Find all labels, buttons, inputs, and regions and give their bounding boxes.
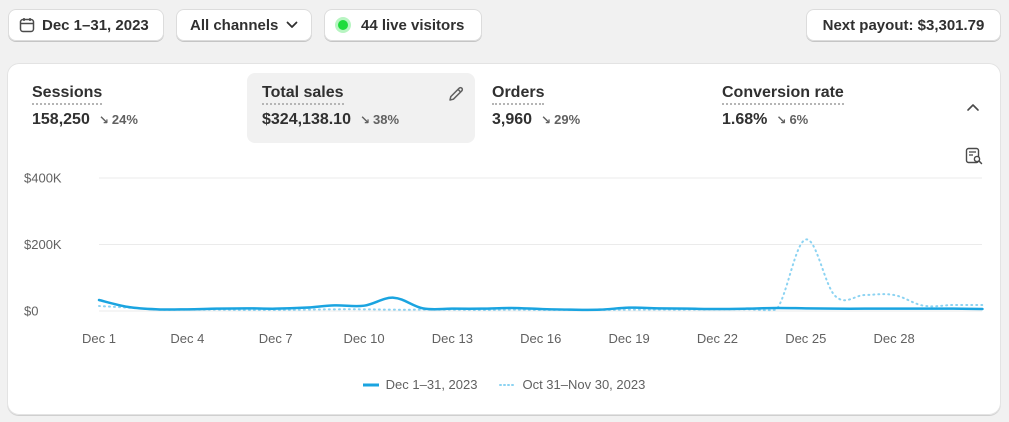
legend-label: Oct 31–Nov 30, 2023 bbox=[522, 377, 646, 392]
x-tick-label: Dec 25 bbox=[785, 331, 826, 346]
metric-value: 1.68% bbox=[722, 111, 768, 128]
x-tick-label: Dec 10 bbox=[343, 331, 384, 346]
metric-change: ↘ 38% bbox=[360, 112, 399, 127]
date-range-label: Dec 1–31, 2023 bbox=[42, 16, 149, 34]
explore-report-icon[interactable] bbox=[965, 147, 983, 165]
sales-chart: $400K $200K $0 Dec 1 Dec 4 Dec 7 Dec 10 Dec 13 D… bbox=[24, 171, 984, 347]
chart-tick-labels: $400K $200K $0 Dec 1 Dec 4 Dec 7 Dec 10 Dec 13 D… bbox=[24, 171, 915, 347]
metric-value: 3,960 bbox=[492, 111, 533, 128]
x-tick-label: Dec 1 bbox=[82, 331, 116, 346]
channels-label: All channels bbox=[190, 16, 279, 34]
metric-title[interactable]: Orders bbox=[492, 83, 545, 105]
metric-change-value: 6% bbox=[789, 112, 809, 127]
calendar-icon bbox=[19, 18, 35, 33]
x-tick-label: Dec 22 bbox=[697, 331, 738, 346]
trend-down-icon: ↘ bbox=[776, 113, 787, 127]
x-tick-label: Dec 4 bbox=[170, 331, 204, 346]
legend-item-previous[interactable]: Oct 31–Nov 30, 2023 bbox=[499, 377, 645, 392]
analytics-card: Sessions 158,250 ↘ 24% Total sales $324,1… bbox=[7, 63, 1001, 415]
live-visitors-button[interactable]: 44 live visitors bbox=[324, 9, 482, 41]
metric-change-value: 38% bbox=[373, 112, 400, 127]
live-dot-icon bbox=[338, 20, 348, 30]
legend-solid-swatch bbox=[362, 383, 379, 386]
chevron-down-icon bbox=[286, 21, 298, 28]
legend-label: Dec 1–31, 2023 bbox=[385, 377, 478, 392]
trend-down-icon: ↘ bbox=[541, 113, 552, 127]
chart-gridlines bbox=[99, 177, 982, 312]
live-visitors-label: 44 live visitors bbox=[361, 16, 465, 34]
y-tick-label: $200K bbox=[24, 237, 62, 252]
x-tick-label: Dec 19 bbox=[608, 331, 649, 346]
payout-label: Next payout: $3,301.79 bbox=[822, 16, 985, 34]
next-payout-button[interactable]: Next payout: $3,301.79 bbox=[806, 9, 1001, 41]
trend-down-icon: ↘ bbox=[359, 113, 371, 127]
y-tick-label: $0 bbox=[24, 304, 38, 319]
date-range-picker[interactable]: Dec 1–31, 2023 bbox=[8, 9, 164, 41]
legend-dotted-swatch bbox=[499, 383, 516, 386]
metric-change-value: 29% bbox=[554, 112, 581, 127]
trend-down-icon: ↘ bbox=[98, 113, 109, 127]
metric-change: ↘ 24% bbox=[99, 112, 138, 127]
x-tick-label: Dec 13 bbox=[432, 331, 473, 346]
metric-total-sales[interactable]: Total sales $324,138.10 ↘ 38% bbox=[247, 73, 475, 143]
series-line-current bbox=[97, 296, 984, 312]
x-tick-label: Dec 28 bbox=[874, 331, 915, 346]
series-line-previous bbox=[98, 238, 984, 312]
chart-legend: Dec 1–31, 2023 Oct 31–Nov 30, 2023 bbox=[7, 377, 1001, 392]
metric-change-value: 24% bbox=[111, 112, 138, 127]
metric-sessions[interactable]: Sessions 158,250 ↘ 24% bbox=[17, 73, 245, 143]
channels-dropdown[interactable]: All channels bbox=[176, 9, 312, 41]
chart-series bbox=[97, 238, 984, 312]
metric-value: $324,138.10 bbox=[262, 111, 351, 128]
metric-orders[interactable]: Orders 3,960 ↘ 29% bbox=[477, 73, 705, 143]
metric-title[interactable]: Sessions bbox=[32, 83, 103, 105]
legend-item-current[interactable]: Dec 1–31, 2023 bbox=[362, 377, 478, 392]
metric-change: ↘ 6% bbox=[776, 112, 808, 127]
x-tick-label: Dec 7 bbox=[259, 331, 293, 346]
edit-icon[interactable] bbox=[447, 85, 465, 103]
metric-title[interactable]: Conversion rate bbox=[722, 83, 844, 105]
metric-conversion-rate[interactable]: Conversion rate 1.68% ↘ 6% bbox=[707, 73, 935, 143]
chevron-up-icon[interactable] bbox=[965, 101, 981, 113]
metric-value: 158,250 bbox=[32, 111, 90, 128]
y-tick-label: $400K bbox=[24, 171, 62, 186]
metric-title[interactable]: Total sales bbox=[262, 83, 344, 105]
x-tick-label: Dec 16 bbox=[520, 331, 561, 346]
metric-change: ↘ 29% bbox=[541, 112, 580, 127]
